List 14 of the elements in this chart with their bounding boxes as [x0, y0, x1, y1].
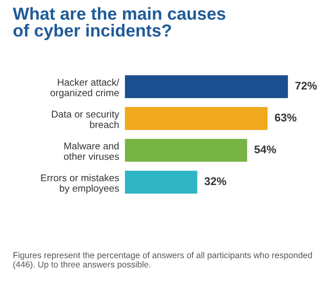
y-tick-label: Errors or mistakes by employees — [41, 174, 119, 194]
bar — [124, 75, 288, 98]
bar — [124, 107, 268, 130]
bar — [124, 138, 248, 162]
y-tick-label: Data or security breach — [52, 110, 120, 128]
data-label: 54% — [254, 145, 276, 154]
y-tick-label: Malware and other viruses — [64, 142, 119, 160]
y-tick-label: Hacker attack/ organized crime — [50, 78, 120, 98]
chart-title: What are the main causes of cyber incidents? — [12, 7, 226, 40]
data-label: 32% — [204, 177, 226, 186]
text: Figures represent the percentage of answers of all participants who responded (446). Up to three answers possible. — [13, 252, 312, 270]
bar — [124, 170, 198, 194]
data-label: 63% — [274, 114, 296, 122]
data-label: 72% — [295, 82, 317, 90]
